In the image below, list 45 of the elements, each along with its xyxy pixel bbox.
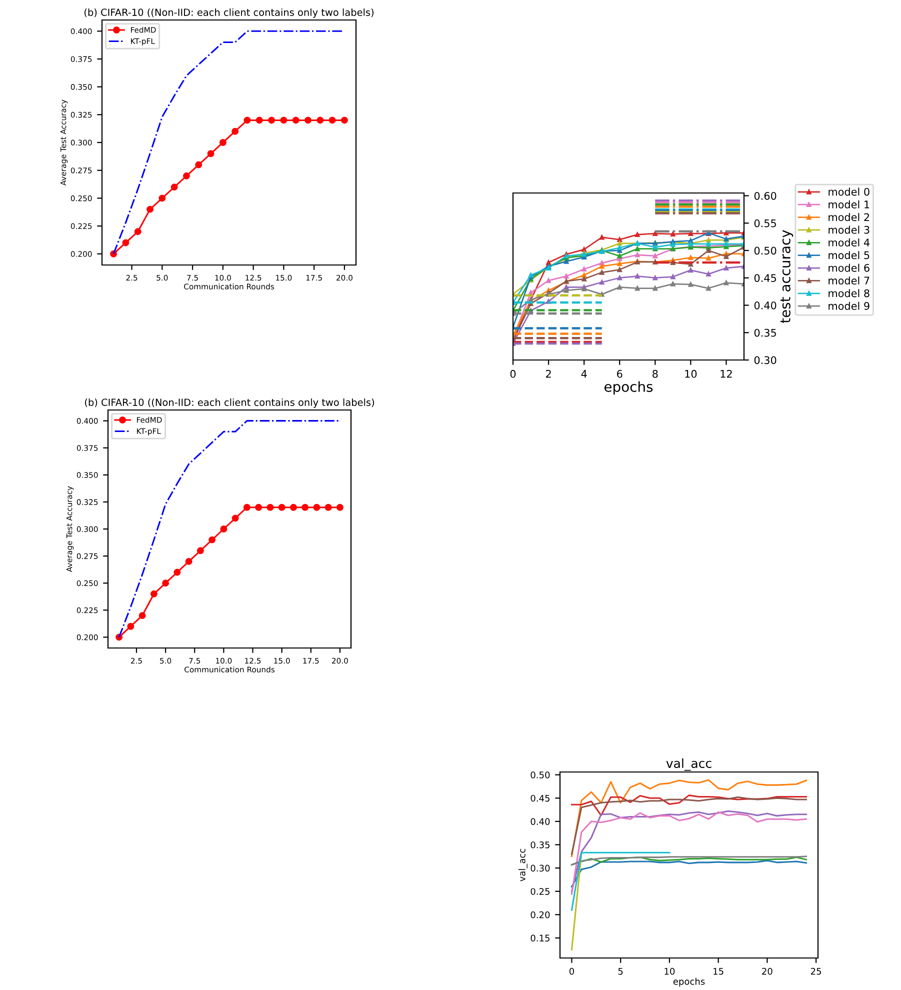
y-tick-label: 0.40 [754,301,776,310]
y-tick-label: 0.20 [530,911,550,918]
y-tick-label: 0.45 [754,274,776,282]
y-tick-label: 0.35 [754,328,776,337]
legend-label: model 6 [828,264,870,272]
x-tick-label: 20 [762,968,772,975]
legend-label: model 2 [828,213,870,222]
y-tick-label: 0.40 [530,818,550,825]
y-tick-label: 0.45 [530,794,550,802]
y-tick-label: 0.25 [530,888,550,895]
x-tick-label: 0 [510,370,516,378]
x-tick-label: 12 [720,370,732,378]
legend-label: model 5 [828,251,870,260]
y-tick-label: 0.55 [754,219,776,228]
chart-title: val_acc [666,758,712,771]
legend-label: model 0 [828,188,870,196]
x-tick-label: 10 [685,370,697,378]
x-tick-label: 6 [617,370,622,378]
legend-label: model 3 [828,226,870,234]
x-axis-title: epochs [604,381,653,395]
legend-label: model 8 [828,289,870,298]
legend-label: model 1 [828,200,870,208]
x-tick-label: 0 [569,968,574,975]
x-tick-label: 4 [581,370,587,378]
chart-title: (b) CIFAR-10 ((Non-IID: each client contains only two labels) [85,398,374,408]
x-tick-label: 25 [810,968,821,975]
x-tick-label: 8 [652,370,658,378]
y-tick-label: 0.35 [530,841,550,848]
legend-label: model 9 [828,302,870,310]
x-axis-title: epochs [673,978,705,987]
y-tick-label: 0.50 [530,772,550,778]
x-tick-label: 15 [714,968,724,975]
y-tick-label: 0.15 [530,934,550,942]
legend-label: model 4 [828,238,870,246]
y-tick-label: 0.50 [754,246,776,255]
y-tick-label: 0.30 [754,356,776,364]
chart-title: (b) CIFAR-10 ((Non-IID: each client contains only two labels) [84,8,374,18]
y-axis-title: test accuracy [780,230,794,323]
legend-label: model 7 [828,276,870,285]
x-tick-label: 5 [618,968,623,975]
y-tick-label: 0.60 [754,192,776,200]
x-tick-label: 2 [546,370,551,378]
y-tick-label: 0.30 [530,864,550,872]
x-tick-label: 10 [664,968,675,975]
y-axis-title: val_acc [518,848,528,882]
